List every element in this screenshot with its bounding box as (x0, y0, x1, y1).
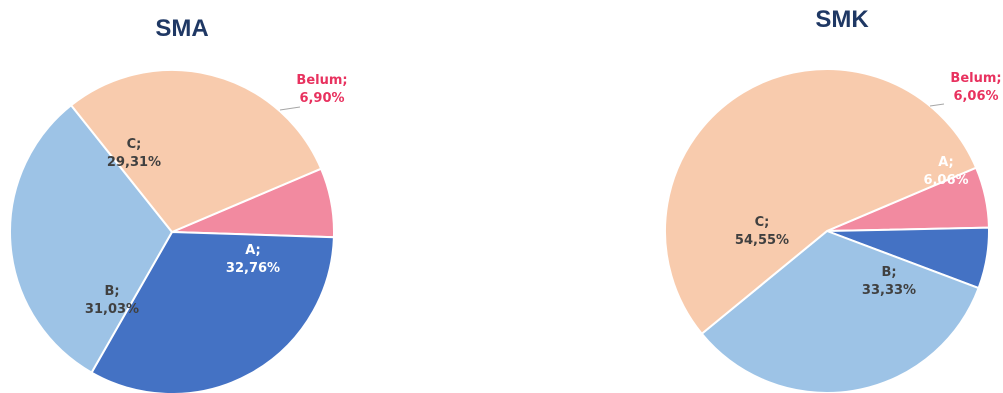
slice-value-belum: 6,06% (953, 89, 998, 104)
slice-label-belum: Belum; 6,90% (296, 73, 347, 106)
pie-slices-smk (664, 67, 990, 393)
slice-label-c: C; 54,55% (735, 215, 789, 248)
pie-labels-sma: Belum; 6,90% A; 32,76% B; 31,03% C; 29,31% (85, 73, 348, 317)
slice-value-b: 33,33% (862, 283, 916, 298)
slice-label-b: B; 33,33% (862, 265, 916, 298)
slice-category-c: C; (755, 215, 770, 230)
slice-value-b: 31,03% (85, 302, 139, 317)
slice-label-a: A; 6,06% (923, 155, 968, 188)
slice-category-a: A; (938, 155, 954, 170)
slice-value-a: 32,76% (226, 261, 280, 276)
slice-value-c: 29,31% (107, 155, 161, 170)
pie-slice-c (664, 67, 978, 336)
pie-slice-a (90, 230, 335, 393)
slice-category-b: B; (881, 265, 896, 280)
chart-title-smk: SMK (815, 6, 869, 33)
slice-value-c: 54,55% (735, 233, 789, 248)
slice-category-c: C; (127, 137, 142, 152)
slice-category-belum: Belum; (950, 71, 1001, 86)
leader-line-belum (929, 103, 945, 107)
slice-label-belum: Belum; 6,06% (950, 71, 1001, 104)
pie-slices-sma (9, 69, 335, 393)
slice-label-b: B; 31,03% (85, 284, 139, 317)
chart-title-sma: SMA (155, 15, 208, 42)
pie-chart-smk: SMK Belum; 6,06% A; 6,06% B; 33,33% C; 54,55% (664, 6, 1002, 393)
slice-category-a: A; (245, 243, 261, 258)
pie-slice-b (9, 103, 174, 374)
pie-slice-c (69, 69, 323, 234)
pie-chart-sma: SMA Belum; 6,90% A; 32,76% B; 31,03% C; 29,31% (9, 15, 348, 393)
leader-line-belum (279, 106, 301, 111)
slice-value-a: 6,06% (923, 173, 968, 188)
pie-slice-b (700, 229, 980, 393)
slice-category-belum: Belum; (296, 73, 347, 88)
slice-value-belum: 6,90% (299, 91, 344, 106)
pie-labels-smk: Belum; 6,06% A; 6,06% B; 33,33% C; 54,55% (735, 71, 1002, 298)
slice-label-c: C; 29,31% (107, 137, 161, 170)
slice-label-a: A; 32,76% (226, 243, 280, 276)
slice-category-b: B; (104, 284, 119, 299)
